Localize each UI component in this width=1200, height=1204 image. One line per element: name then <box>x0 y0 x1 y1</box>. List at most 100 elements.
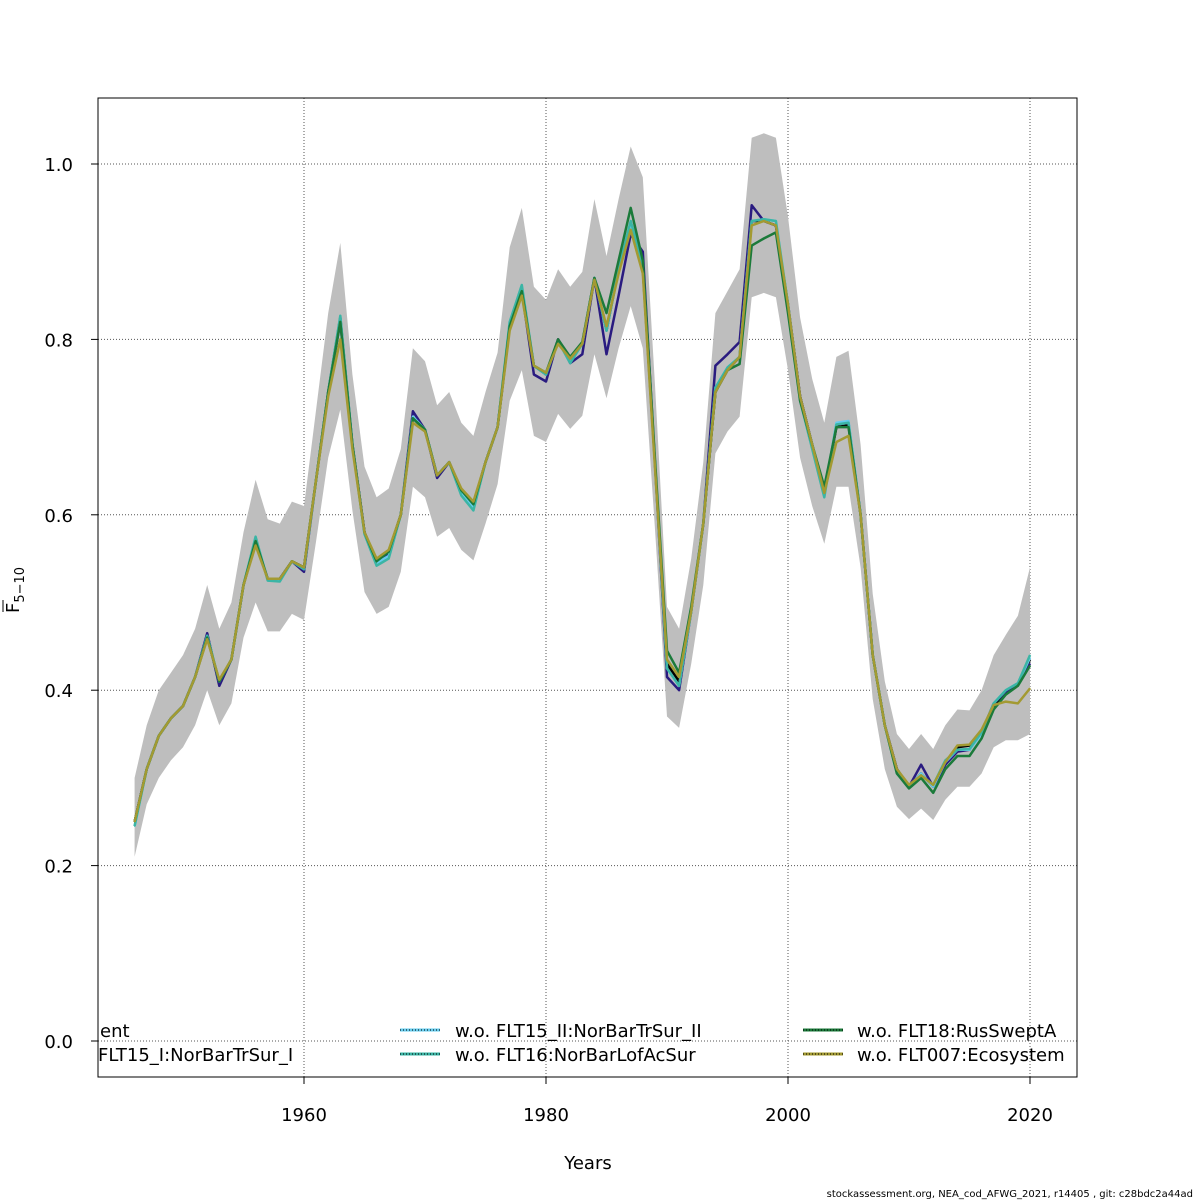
data-point <box>267 578 269 580</box>
data-point <box>896 772 898 775</box>
data-point <box>630 207 632 209</box>
data-point <box>642 251 644 253</box>
data-point <box>618 295 620 297</box>
data-point <box>702 523 704 525</box>
data-point <box>533 365 535 367</box>
data-point <box>618 273 620 275</box>
data-point <box>981 729 983 731</box>
data-point <box>920 764 922 766</box>
data-point <box>376 565 378 567</box>
data-point <box>255 540 257 542</box>
series-6 <box>133 219 1031 823</box>
legend-label-3: w.o. FLT15_II:NorBarTrSur_II <box>455 1021 702 1042</box>
x-tick-label: 2020 <box>1007 1105 1053 1126</box>
data-point <box>726 366 729 369</box>
data-point <box>194 676 196 678</box>
data-point <box>932 784 934 786</box>
data-point <box>472 503 474 505</box>
data-point <box>787 303 789 305</box>
data-point <box>678 676 680 678</box>
data-point <box>400 514 402 516</box>
data-point <box>388 549 390 551</box>
data-point <box>847 420 850 422</box>
data-point <box>944 761 946 763</box>
data-point <box>339 315 341 317</box>
data-point <box>1029 687 1031 690</box>
data-point <box>1029 663 1031 665</box>
data-point <box>533 373 535 376</box>
data-point <box>376 560 378 562</box>
data-point <box>799 395 801 397</box>
data-point <box>376 558 378 560</box>
data-point <box>146 768 148 770</box>
data-point <box>630 229 632 231</box>
data-point <box>593 277 596 279</box>
y-tick-label: 0.6 <box>44 506 73 527</box>
data-point <box>1017 685 1019 687</box>
data-point <box>557 338 559 340</box>
data-point <box>218 680 220 683</box>
data-point <box>569 358 571 360</box>
data-point <box>908 784 910 786</box>
data-point <box>545 372 547 374</box>
data-point <box>230 658 232 661</box>
data-point <box>412 422 414 424</box>
data-point <box>497 426 499 428</box>
data-point <box>134 825 136 827</box>
data-point <box>630 220 632 222</box>
data-point <box>666 658 668 661</box>
data-point <box>303 568 305 570</box>
data-point <box>436 477 438 479</box>
data-point <box>1029 665 1031 667</box>
data-point <box>860 514 862 516</box>
data-point <box>291 560 293 562</box>
data-point <box>847 426 850 428</box>
data-point <box>896 768 898 770</box>
y-tick-label: 0.8 <box>44 330 73 351</box>
legend: ent FLT15_I:NorBarTrSur_I w.o. FLT15_II:… <box>98 1021 1065 1066</box>
data-point <box>714 387 717 389</box>
data-point <box>242 584 245 586</box>
data-point <box>182 705 184 707</box>
series-lines <box>133 203 1032 827</box>
data-point <box>170 717 172 719</box>
data-point <box>835 423 838 426</box>
data-point <box>847 435 850 437</box>
data-point <box>472 509 474 511</box>
data-point <box>206 632 208 634</box>
data-point <box>823 492 825 494</box>
data-point <box>981 737 983 740</box>
data-point <box>763 237 765 240</box>
data-point <box>303 566 305 569</box>
data-point <box>1029 654 1031 656</box>
data-point <box>751 224 753 226</box>
legend-label-4: w.o. FLT16:NorBarLofAcSur <box>455 1045 696 1066</box>
data-point <box>424 430 426 433</box>
y-axis-label: F5−10 <box>2 567 28 613</box>
data-point <box>303 571 305 573</box>
data-point <box>279 578 281 580</box>
footer-credit: stockassessment.org, NEA_cod_AFWG_2021, … <box>827 1189 1193 1200</box>
data-point <box>835 422 838 424</box>
data-point <box>618 259 620 262</box>
legend-label-1: ent <box>100 1021 130 1042</box>
data-point <box>944 768 946 770</box>
data-point <box>206 635 208 637</box>
data-point <box>545 373 547 376</box>
data-point <box>993 704 995 706</box>
x-tick-label: 2000 <box>765 1105 811 1126</box>
data-point <box>739 363 741 365</box>
x-tick-label: 1980 <box>523 1105 569 1126</box>
data-point <box>206 638 208 640</box>
data-point <box>605 325 608 327</box>
data-point <box>956 755 959 757</box>
data-point <box>968 744 971 746</box>
data-point <box>751 245 753 247</box>
y-axis-label-main: F5−10 <box>3 567 28 613</box>
plot-frame <box>97 97 1078 1078</box>
data-point <box>521 290 523 292</box>
data-point <box>847 422 850 424</box>
data-point <box>775 224 777 226</box>
data-point <box>388 558 390 560</box>
